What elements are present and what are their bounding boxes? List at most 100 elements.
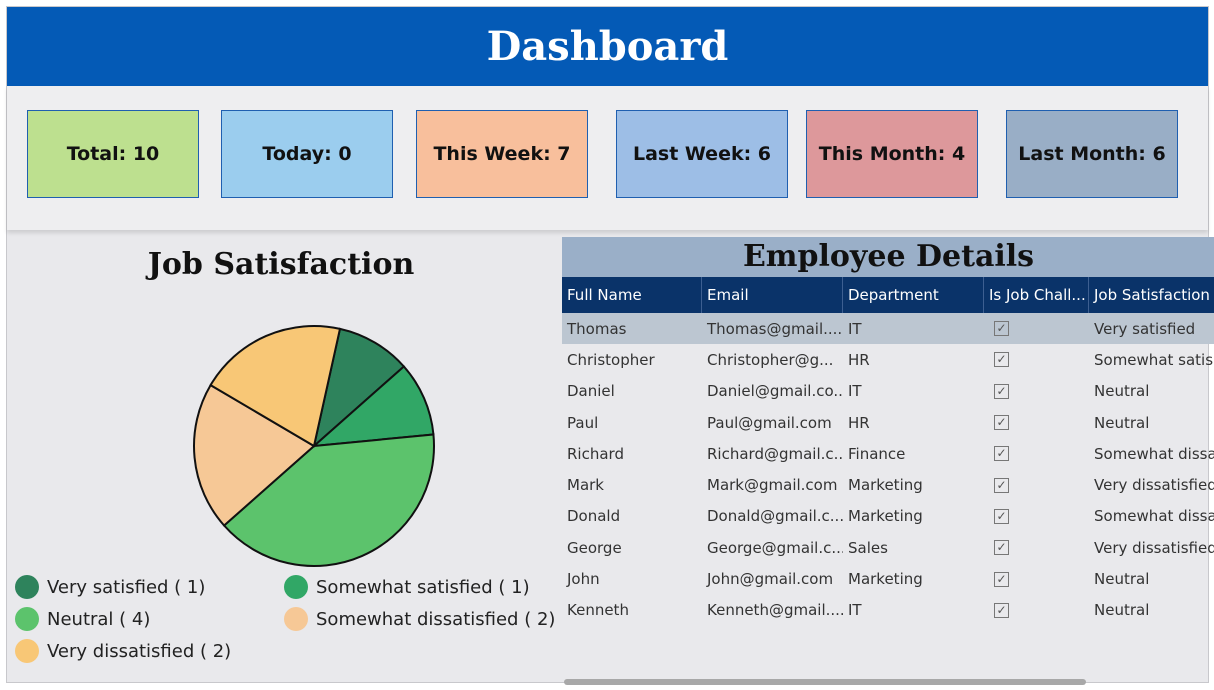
legend-swatch-icon [15, 639, 39, 663]
cell-email: Kenneth@gmail.... [707, 601, 843, 620]
column-header[interactable]: Email [702, 277, 843, 313]
cell-name: Paul [567, 413, 599, 432]
cell-department: IT [848, 319, 862, 338]
table-row[interactable]: Donald Donald@gmail.c... Marketing ✓ Som… [562, 501, 1214, 532]
legend-swatch-icon [284, 607, 308, 631]
cell-name: Kenneth [567, 601, 629, 620]
table-row[interactable]: George George@gmail.c... Sales ✓ Very di… [562, 532, 1214, 563]
cell-name: Richard [567, 444, 624, 463]
checkbox[interactable]: ✓ [994, 602, 1009, 618]
employee-table: Employee Details Full Name Email Departmen… [562, 237, 1214, 689]
cell-satisfaction: Neutral [1094, 382, 1150, 401]
pie-slice-neutral[interactable] [222, 433, 435, 567]
checkbox[interactable]: ✓ [994, 508, 1009, 524]
column-header[interactable]: Is Job Chall... [984, 277, 1089, 313]
checkbox[interactable]: ✓ [994, 446, 1009, 462]
legend-label: Very dissatisfied ( 2) [47, 640, 232, 662]
cell-name: John [567, 570, 600, 589]
cell-challenging: ✓ [984, 344, 1089, 375]
table-header: Full Name Email Department Is Job Chall... J… [562, 277, 1214, 313]
checkbox[interactable]: ✓ [994, 321, 1009, 337]
kpi-card-3[interactable]: Last Week: 6 [616, 110, 788, 198]
legend-item: Neutral ( 4) [15, 607, 150, 631]
dashboard-window: Dashboard Total: 10 Today: 0 This Week: 7 L… [6, 6, 1214, 685]
legend-label: Somewhat satisfied ( 1) [316, 576, 530, 598]
cell-email: Daniel@gmail.co... [707, 382, 843, 401]
legend-item: Very dissatisfied ( 2) [15, 639, 231, 663]
page-title: Dashboard [7, 7, 1208, 86]
cell-name: George [567, 538, 622, 557]
table-title: Employee Details [562, 237, 1214, 277]
cell-name: Mark [567, 476, 604, 495]
cell-satisfaction: Neutral [1094, 601, 1150, 620]
legend-swatch-icon [15, 575, 39, 599]
cell-satisfaction: Neutral [1094, 570, 1150, 589]
checkbox[interactable]: ✓ [994, 540, 1009, 556]
cell-satisfaction: Very dissatisfied [1094, 538, 1214, 557]
table-row[interactable]: Thomas Thomas@gmail.... IT ✓ Very satisf… [562, 313, 1214, 345]
horizontal-scrollbar[interactable] [564, 679, 1086, 685]
checkbox[interactable]: ✓ [994, 415, 1009, 431]
cell-department: HR [848, 350, 870, 369]
cell-challenging: ✓ [984, 501, 1089, 532]
cell-satisfaction: Somewhat satis.. [1094, 350, 1214, 369]
table-row[interactable]: Paul Paul@gmail.com HR ✓ Neutral [562, 407, 1214, 438]
legend-label: Somewhat dissatisfied ( 2) [316, 608, 556, 630]
legend-label: Very satisfied ( 1) [47, 576, 206, 598]
cell-challenging: ✓ [984, 532, 1089, 563]
cell-department: HR [848, 413, 870, 432]
legend-item: Somewhat dissatisfied ( 2) [284, 607, 555, 631]
cell-challenging: ✓ [984, 376, 1089, 407]
table-row[interactable]: Mark Mark@gmail.com Marketing ✓ Very dis… [562, 469, 1214, 500]
cell-satisfaction: Somewhat dissa.. [1094, 507, 1214, 526]
cell-name: Donald [567, 507, 621, 526]
cell-challenging: ✓ [984, 407, 1089, 438]
cell-satisfaction: Somewhat dissa.. [1094, 444, 1214, 463]
cell-email: Paul@gmail.com [707, 413, 832, 432]
cell-name: Daniel [567, 382, 615, 401]
cell-challenging: ✓ [984, 563, 1089, 594]
pie-chart [193, 325, 435, 567]
checkbox[interactable]: ✓ [994, 477, 1009, 493]
table-row[interactable]: Richard Richard@gmail.c... Finance ✓ Som… [562, 438, 1214, 469]
table-row[interactable]: Christopher Christopher@g... HR ✓ Somewh… [562, 344, 1214, 375]
cell-department: Marketing [848, 476, 923, 495]
kpi-card-0[interactable]: Total: 10 [27, 110, 199, 198]
checkbox[interactable]: ✓ [994, 383, 1009, 399]
pie-slice-very-dissatisfied[interactable] [209, 325, 342, 448]
kpi-card-4[interactable]: This Month: 4 [806, 110, 978, 198]
table-row[interactable]: Kenneth Kenneth@gmail.... IT ✓ Neutral [562, 595, 1214, 626]
legend-swatch-icon [284, 575, 308, 599]
cell-satisfaction: Very satisfied [1094, 319, 1196, 338]
pie-slice-somewhat-satisfied[interactable] [311, 365, 435, 448]
legend-swatch-icon [15, 607, 39, 631]
cell-email: George@gmail.c... [707, 538, 843, 557]
cell-name: Christopher [567, 350, 655, 369]
cell-email: Mark@gmail.com [707, 476, 838, 495]
checkbox[interactable]: ✓ [994, 571, 1009, 587]
cell-satisfaction: Neutral [1094, 413, 1150, 432]
legend-item: Somewhat satisfied ( 1) [284, 575, 530, 599]
cell-email: Donald@gmail.c... [707, 507, 843, 526]
cell-challenging: ✓ [984, 438, 1089, 469]
cell-department: Sales [848, 538, 888, 557]
cell-challenging: ✓ [984, 595, 1089, 626]
chart-title: Job Satisfaction [147, 247, 415, 282]
pie-slice-somewhat-dissatisfied[interactable] [193, 383, 316, 527]
kpi-card-1[interactable]: Today: 0 [221, 110, 393, 198]
table-row[interactable]: John John@gmail.com Marketing ✓ Neutral [562, 563, 1214, 594]
cell-name: Thomas [567, 319, 627, 338]
checkbox[interactable]: ✓ [994, 352, 1009, 368]
cell-email: Thomas@gmail.... [707, 319, 843, 338]
pie-slice-very-satisfied[interactable] [312, 327, 406, 449]
kpi-card-5[interactable]: Last Month: 6 [1006, 110, 1178, 198]
cell-email: Christopher@g... [707, 350, 834, 369]
legend-item: Very satisfied ( 1) [15, 575, 205, 599]
cell-challenging: ✓ [984, 313, 1089, 344]
cell-email: John@gmail.com [707, 570, 834, 589]
kpi-card-2[interactable]: This Week: 7 [416, 110, 588, 198]
column-header[interactable]: Department [843, 277, 984, 313]
column-header[interactable]: Full Name [562, 277, 702, 313]
column-header[interactable]: Job Satisfaction [1089, 277, 1214, 313]
table-row[interactable]: Daniel Daniel@gmail.co... IT ✓ Neutral [562, 376, 1214, 407]
